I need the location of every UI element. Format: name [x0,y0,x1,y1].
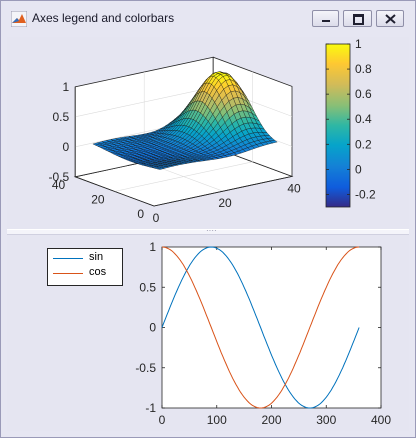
legend-entry-sin[interactable]: sin [53,251,119,266]
x-tick-label: 100 [207,413,227,427]
surface-z-tick-label: 1 [63,80,70,94]
line-plot-area[interactable] [161,246,382,409]
window-title: Axes legend and colorbars [32,11,175,25]
surface-mesh [92,71,278,170]
surface-axes[interactable]: 0 20 40 40 20 0 1 0.5 0 -0.5 [1,1,416,231]
surface-y-tick-label: 20 [91,192,105,206]
x-tick-label: 0 [159,413,166,427]
colorbar-tick-label: 0.2 [355,137,372,151]
colorbar-tick-label: 0 [355,162,362,176]
x-tick-label: 200 [261,413,281,427]
legend-entry-cos[interactable]: cos [53,266,119,281]
surface-patch [269,140,278,144]
colorbar-tick-label: 1 [355,37,362,51]
y-tick-label: -1 [145,401,156,415]
surface-z-tick-label: 0 [63,140,70,154]
surface-y-tick-label: 40 [52,178,66,192]
legend-label-sin: sin [89,251,104,263]
series-line-sin [161,246,360,409]
line-axes[interactable]: 0 100 200 300 400 -1 -0.5 0 0.5 1 [1,237,416,437]
colorbar-tick-label: 0.4 [355,112,372,126]
maximize-icon [353,14,364,25]
surface-x-tick-label: 20 [218,196,232,210]
surface-x-tick-label: 40 [287,181,301,195]
title-bar[interactable]: Axes legend and colorbars [1,1,415,37]
y-tick-label: -0.5 [135,361,156,375]
x-tick-label: 400 [371,413,391,427]
colorbar-tick-label: -0.2 [355,187,376,201]
matlab-icon [11,11,27,27]
minimize-button[interactable] [312,10,339,27]
y-tick-label: 1 [149,240,156,254]
surface-z-tick-label: -0.5 [49,170,70,184]
surface-y-tick-label: 0 [137,207,144,221]
panel-divider[interactable] [7,229,409,235]
x-tick-label: 300 [316,413,336,427]
colorbar-tick-label: 0.6 [355,87,372,101]
y-tick-label: 0.5 [139,280,156,294]
colorbar-tick-label: 0.8 [355,62,372,76]
maximize-button[interactable] [343,10,372,27]
close-button[interactable] [376,10,404,27]
legend-label-cos: cos [89,266,107,278]
surface-x-tick-label: 0 [153,211,160,225]
surface-z-tick-label: 0.5 [53,110,70,124]
legend-swatch-sin [53,258,83,259]
grid-line [114,161,253,192]
colorbar[interactable]: -0.2 0 0.2 0.4 0.6 0.8 1 [321,36,401,216]
y-tick-label: 0 [149,321,156,335]
close-icon [385,14,396,24]
series-line-cos [161,246,360,409]
colorbar-gradient [325,43,351,208]
y-axis-line [75,176,155,207]
grid-line [75,86,214,118]
divider-grip-icon[interactable]: ···· [206,226,217,235]
legend[interactable]: sin cos [47,248,123,286]
minimize-icon [322,20,330,22]
x-axis-line [153,176,293,207]
legend-swatch-cos [53,273,83,274]
